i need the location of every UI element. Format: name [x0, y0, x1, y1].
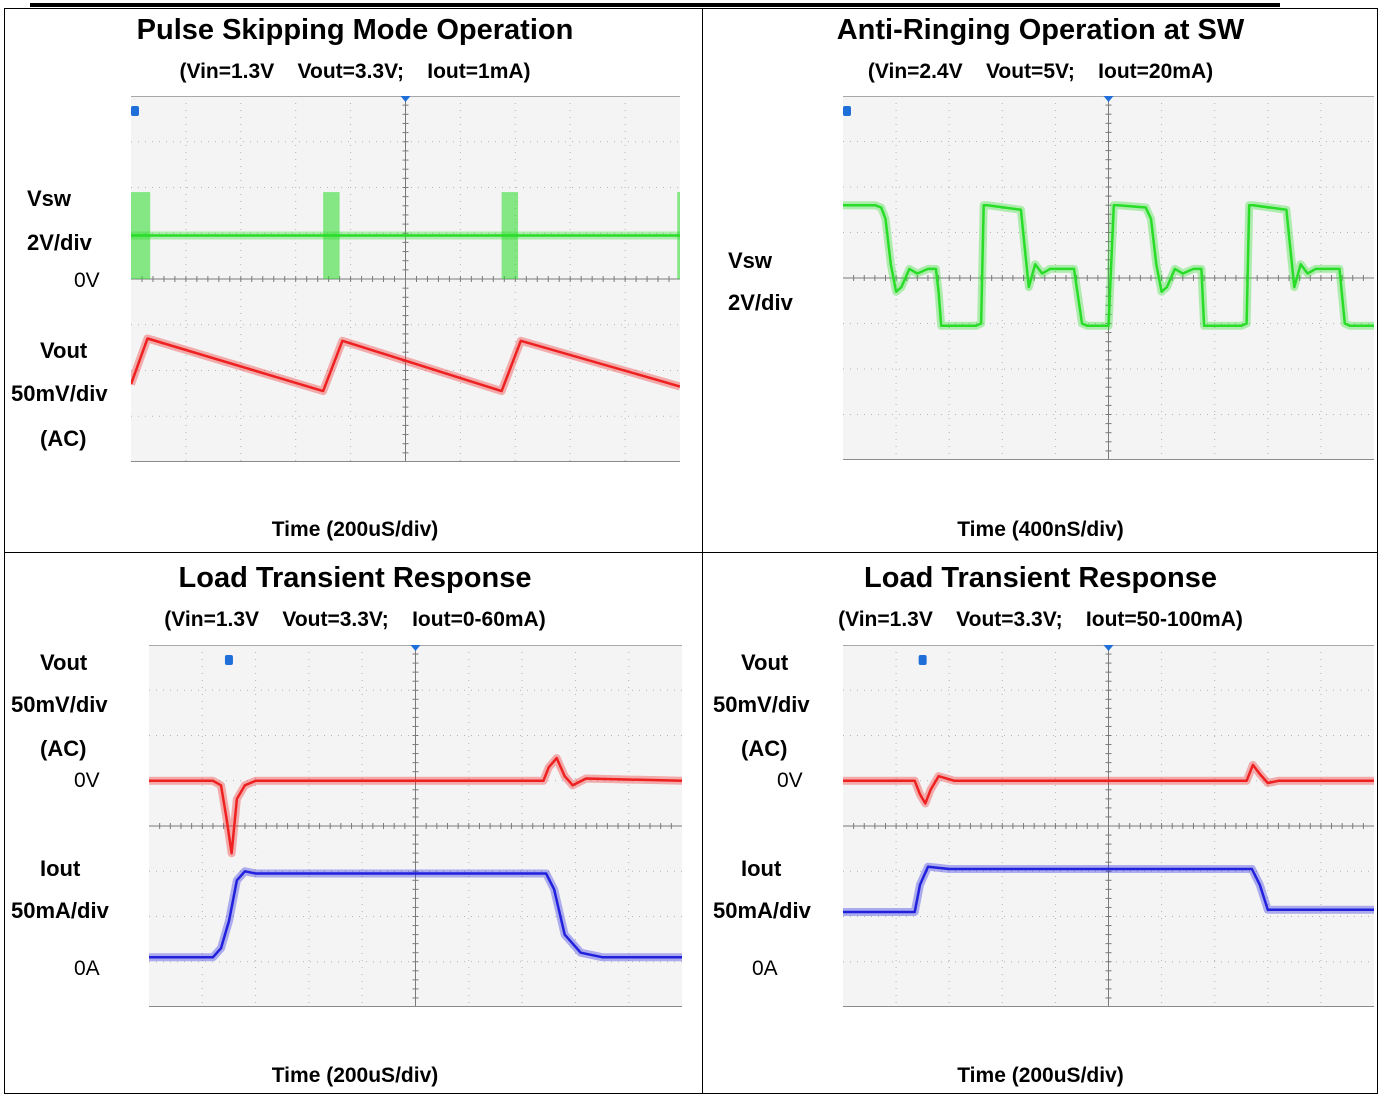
panel2-time-label: Time (400nS/div): [703, 518, 1378, 542]
panel1-vsw-scale: 2V/div: [27, 232, 92, 254]
panel2-vsw-label: Vsw: [728, 250, 772, 272]
trigger-marker-icon: [131, 106, 139, 116]
panel1-vout-scale: 50mV/div: [11, 383, 108, 405]
panel4-conditions: (Vin=1.3V Vout=3.3V; Iout=50-100mA): [703, 608, 1378, 632]
panel4-title: Load Transient Response: [703, 562, 1378, 595]
panel2-scope: [843, 96, 1374, 460]
panel4-vout-coupling: (AC): [741, 738, 787, 760]
table-vertical-divider: [702, 8, 703, 1094]
panel4-scope: [843, 645, 1374, 1007]
panel2-conditions: (Vin=2.4V Vout=5V; Iout=20mA): [703, 60, 1378, 84]
panel3-iout-label: Iout: [40, 858, 80, 880]
panel1-scope: [131, 96, 680, 462]
panel1-vsw-label: Vsw: [27, 188, 71, 210]
panel3-title: Load Transient Response: [4, 562, 706, 595]
panel3-scope: [149, 645, 682, 1007]
panel4-iout-label: Iout: [741, 858, 781, 880]
panel1-time-label: Time (200uS/div): [4, 518, 706, 542]
panel4-time-label: Time (200uS/div): [703, 1064, 1378, 1088]
panel1-title: Pulse Skipping Mode Operation: [4, 14, 706, 47]
panel2-title: Anti-Ringing Operation at SW: [703, 14, 1378, 47]
panel4-iout-scale: 50mA/div: [713, 900, 811, 922]
panel1-vsw-zero: 0V: [74, 270, 100, 291]
panel1-vout-coupling: (AC): [40, 428, 86, 450]
panel3-conditions: (Vin=1.3V Vout=3.3V; Iout=0-60mA): [4, 608, 706, 632]
panel3-iout-zero: 0A: [74, 958, 100, 979]
trigger-marker-icon: [225, 655, 233, 665]
top-rule: [30, 3, 1280, 7]
table-horizontal-divider: [4, 552, 1378, 553]
trigger-marker-icon: [919, 655, 927, 665]
panel3-vout-zero: 0V: [74, 770, 100, 791]
panel3-vout-label: Vout: [40, 652, 87, 674]
panel3-vout-scale: 50mV/div: [11, 694, 108, 716]
panel4-vout-scale: 50mV/div: [713, 694, 810, 716]
panel1-vout-label: Vout: [40, 340, 87, 362]
panel3-iout-scale: 50mA/div: [11, 900, 109, 922]
panel3-vout-coupling: (AC): [40, 738, 86, 760]
panel3-time-label: Time (200uS/div): [4, 1064, 706, 1088]
panel4-vout-zero: 0V: [777, 770, 803, 791]
panel4-vout-label: Vout: [741, 652, 788, 674]
panel4-iout-zero: 0A: [752, 958, 778, 979]
panel2-vsw-scale: 2V/div: [728, 292, 793, 314]
panel1-conditions: (Vin=1.3V Vout=3.3V; Iout=1mA): [4, 60, 706, 84]
trigger-marker-icon: [843, 106, 851, 116]
